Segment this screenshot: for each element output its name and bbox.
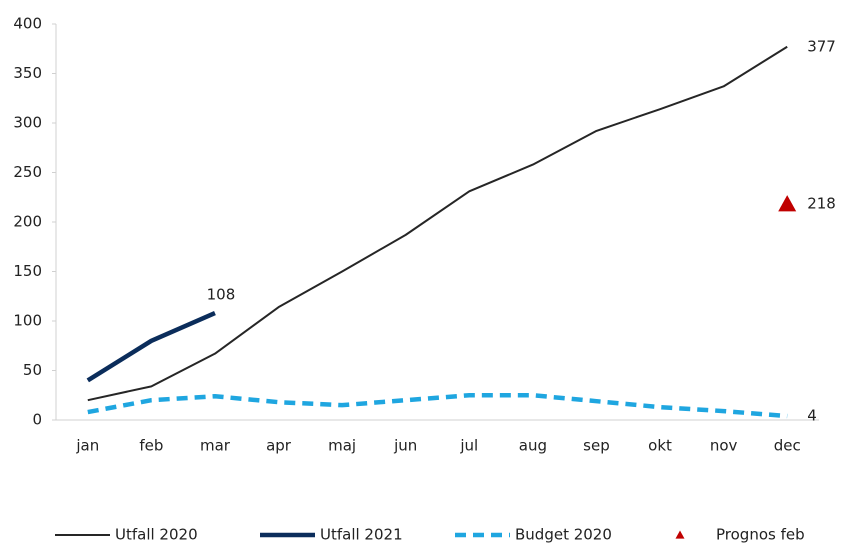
y-tick-label: 50 — [23, 361, 42, 379]
legend-label: Prognos feb — [716, 526, 805, 544]
legend-swatch — [675, 530, 685, 539]
series-line — [86, 311, 216, 383]
data-label: 108 — [207, 286, 236, 304]
y-tick-label: 400 — [13, 15, 42, 33]
legend-label: Budget 2020 — [515, 526, 612, 544]
x-tick-label: feb — [139, 437, 163, 455]
marker — [778, 195, 797, 212]
data-label: 377 — [807, 37, 836, 55]
x-tick-label: apr — [266, 437, 292, 455]
data-label: 4 — [807, 407, 817, 425]
y-tick-label: 300 — [13, 114, 42, 132]
y-tick-label: 350 — [13, 64, 42, 82]
x-tick-label: dec — [774, 437, 801, 455]
y-tick-label: 100 — [13, 312, 42, 330]
x-tick-label: okt — [648, 437, 672, 455]
data-label: 218 — [807, 195, 836, 213]
x-tick-label: jun — [393, 437, 417, 455]
x-tick-label: sep — [583, 437, 610, 455]
legend-label: Utfall 2021 — [320, 526, 403, 544]
series-line — [87, 45, 788, 402]
x-tick-label: aug — [519, 437, 547, 455]
x-tick-label: jul — [459, 437, 478, 455]
x-tick-label: nov — [710, 437, 738, 455]
y-tick-label: 150 — [13, 262, 42, 280]
x-tick-label: maj — [328, 437, 356, 455]
legend-label: Utfall 2020 — [115, 526, 198, 544]
x-tick-label: mar — [200, 437, 231, 455]
x-tick-label: jan — [75, 437, 99, 455]
y-tick-label: 250 — [13, 163, 42, 181]
y-tick-label: 0 — [32, 411, 42, 429]
series-line — [87, 393, 788, 419]
y-tick-label: 200 — [13, 213, 42, 231]
